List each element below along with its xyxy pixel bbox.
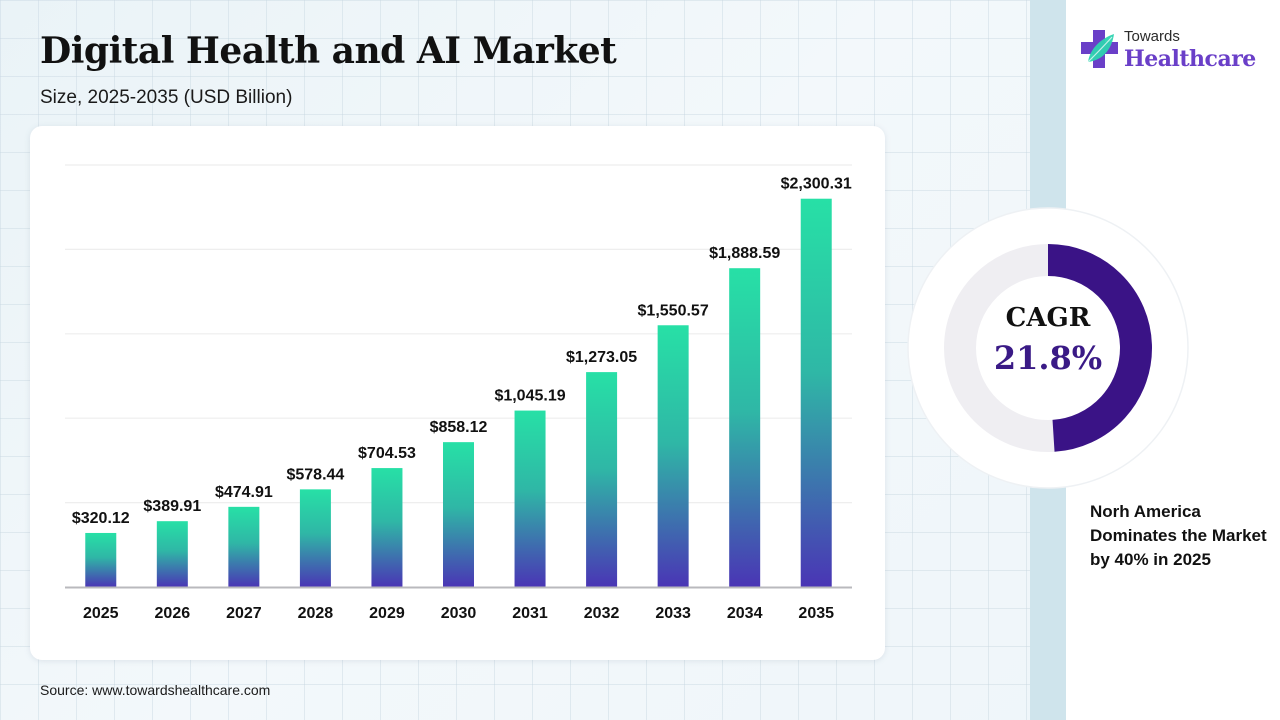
page-subtitle: Size, 2025-2035 (USD Billion) [40, 87, 293, 108]
bar-2032 [586, 372, 618, 587]
source-text: Source: www.towardshealthcare.com [40, 682, 271, 698]
data-label-2030: $858.12 [430, 419, 488, 436]
data-label-2027: $474.91 [215, 484, 273, 501]
cagr-donut: CAGR 21.8% [905, 205, 1191, 491]
bar-2033 [657, 325, 689, 587]
bar-2029 [371, 468, 403, 587]
bars [85, 198, 832, 587]
data-label-2034: $1,888.59 [709, 245, 780, 262]
bar-2026 [156, 521, 188, 587]
bar-chart: $320.12 $389.91 $474.91 $578.44 $704.53 $858.… [65, 164, 852, 622]
bar-2027 [228, 506, 260, 587]
data-label-2032: $1,273.05 [566, 349, 637, 366]
data-label-2029: $704.53 [358, 445, 416, 462]
brand-name-line2: Healthcare [1124, 46, 1256, 72]
bar-2031 [514, 410, 546, 587]
cagr-value: 21.8% [993, 339, 1103, 377]
bar-2028 [299, 489, 331, 587]
x-tick-2031: 2031 [512, 605, 548, 622]
data-label-2033: $1,550.57 [638, 302, 709, 319]
cagr-label: CAGR [1005, 303, 1091, 333]
data-label-2026: $389.91 [143, 498, 201, 515]
x-tick-2034: 2034 [727, 605, 763, 622]
x-tick-2030: 2030 [441, 605, 477, 622]
brand-name-line1: Towards [1124, 28, 1180, 45]
bar-2030 [443, 442, 474, 587]
x-tick-labels: 2025 2026 2027 2028 2029 2030 2031 2032 2033 2034… [83, 605, 834, 622]
x-tick-2026: 2026 [155, 605, 191, 622]
x-tick-2032: 2032 [584, 605, 620, 622]
bar-2034 [729, 268, 761, 587]
x-tick-2027: 2027 [226, 605, 262, 622]
brand-logo: Towards Healthcare [1080, 26, 1260, 76]
region-note: Norh America Dominates the Market by 40%… [1090, 502, 1267, 569]
x-tick-2033: 2033 [655, 605, 691, 622]
page-title: Digital Health and AI Market [40, 30, 617, 72]
data-label-2031: $1,045.19 [494, 388, 565, 405]
data-label-2025: $320.12 [72, 510, 130, 527]
data-label-2028: $578.44 [286, 466, 344, 483]
data-label-2035: $2,300.31 [781, 176, 852, 193]
cagr-donut-chart [907, 207, 1189, 489]
donut-progress-arc [1047, 244, 1152, 452]
bar-2025 [85, 532, 117, 587]
medical-cross-leaf-icon [1081, 30, 1118, 68]
x-tick-2029: 2029 [369, 605, 405, 622]
x-tick-2028: 2028 [298, 605, 334, 622]
data-labels: $320.12 $389.91 $474.91 $578.44 $704.53 $858.… [72, 176, 852, 527]
bar-2035 [800, 198, 832, 587]
x-tick-2035: 2035 [798, 605, 834, 622]
chart-card: $320.12 $389.91 $474.91 $578.44 $704.53 $858.… [30, 126, 885, 660]
gridlines [65, 164, 852, 504]
x-tick-2025: 2025 [83, 605, 119, 622]
